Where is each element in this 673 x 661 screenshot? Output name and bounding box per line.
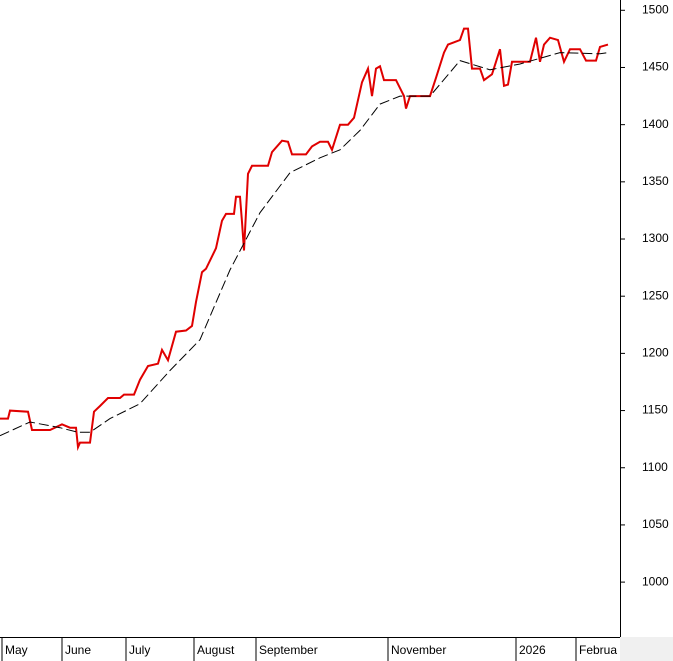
y-tick-label: 1000 xyxy=(642,574,669,588)
y-tick-label: 1350 xyxy=(642,174,669,188)
price-line xyxy=(0,27,609,452)
y-tick-label: 1100 xyxy=(642,460,668,474)
y-tick-label: 1250 xyxy=(642,288,669,302)
x-tick-label: June xyxy=(65,643,91,657)
y-tick-label: 1050 xyxy=(642,517,669,531)
y-tick-label: 1150 xyxy=(642,403,668,417)
y-tick-label: 1500 xyxy=(642,2,669,16)
y-tick-label: 1400 xyxy=(642,117,669,131)
average-line xyxy=(0,52,609,437)
x-tick-label: November xyxy=(391,643,446,657)
x-tick-label: August xyxy=(197,643,235,657)
y-tick-label: 1200 xyxy=(642,346,669,360)
x-tick-label: Februa xyxy=(579,643,617,657)
x-tick-label: May xyxy=(5,643,28,657)
y-tick-label: 1300 xyxy=(642,231,669,245)
x-tick-label: 2026 xyxy=(519,643,546,657)
y-tick-label: 1450 xyxy=(642,60,669,74)
x-tick-label: September xyxy=(259,643,318,657)
corner xyxy=(620,637,673,661)
x-tick-label: July xyxy=(129,643,150,657)
